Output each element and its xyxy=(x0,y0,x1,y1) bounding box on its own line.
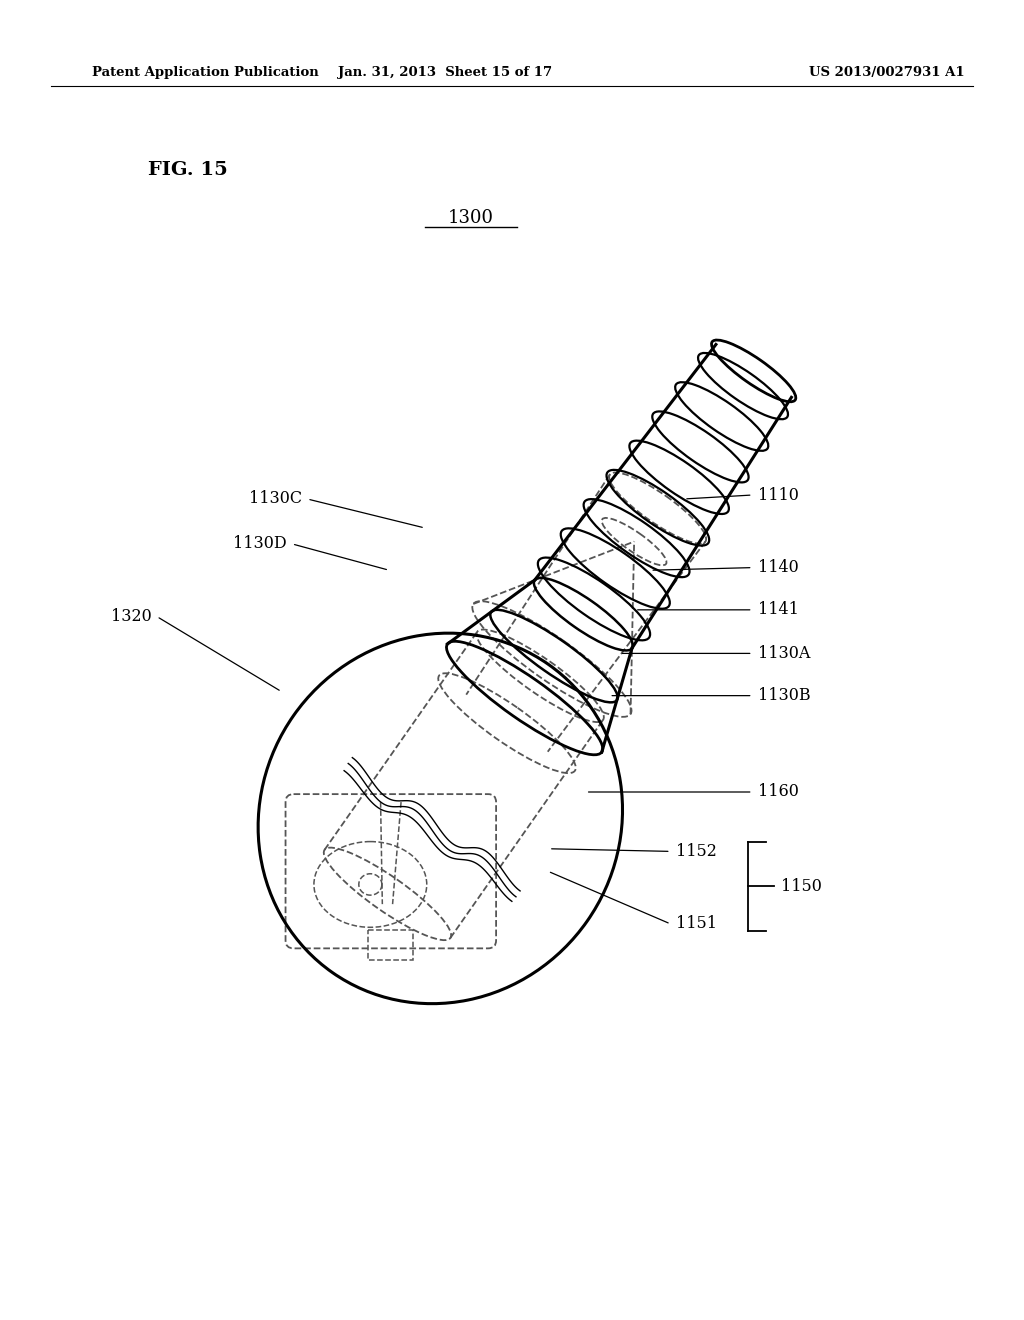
Text: 1130D: 1130D xyxy=(233,536,287,552)
Text: 1110: 1110 xyxy=(758,487,799,503)
Text: 1320: 1320 xyxy=(111,609,152,624)
Text: 1141: 1141 xyxy=(758,602,799,618)
Text: 1130B: 1130B xyxy=(758,688,810,704)
Text: FIG. 15: FIG. 15 xyxy=(148,161,228,180)
Text: 1160: 1160 xyxy=(758,784,799,800)
Text: US 2013/0027931 A1: US 2013/0027931 A1 xyxy=(809,66,965,79)
Text: 1150: 1150 xyxy=(781,878,822,895)
Text: 1151: 1151 xyxy=(676,916,717,932)
Text: 1140: 1140 xyxy=(758,560,799,576)
Text: 1130C: 1130C xyxy=(249,491,302,507)
Text: Jan. 31, 2013  Sheet 15 of 17: Jan. 31, 2013 Sheet 15 of 17 xyxy=(338,66,553,79)
Text: 1300: 1300 xyxy=(449,209,494,227)
Text: 1130A: 1130A xyxy=(758,645,810,661)
Text: Patent Application Publication: Patent Application Publication xyxy=(92,66,318,79)
Text: 1152: 1152 xyxy=(676,843,717,859)
